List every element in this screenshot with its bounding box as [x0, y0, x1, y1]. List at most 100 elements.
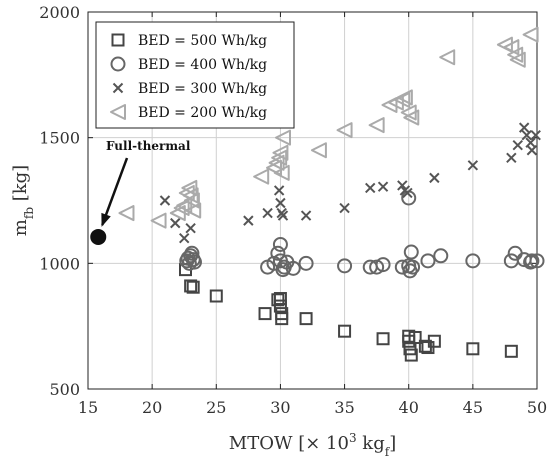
data-point-x	[512, 139, 523, 151]
data-point-x	[530, 129, 541, 141]
full-thermal-point	[90, 228, 107, 245]
data-point-x	[185, 222, 196, 234]
data-point-triangle-left	[271, 149, 288, 166]
legend: BED = 500 Wh/kg BED = 400 Wh/kg BED = 300 …	[95, 21, 295, 129]
data-point-square	[209, 289, 223, 303]
data-point-triangle-left	[522, 26, 539, 43]
series-triangle-left	[118, 26, 539, 229]
data-point-square	[299, 312, 313, 326]
x-tick-label: 50	[527, 398, 547, 417]
data-point-square	[466, 342, 480, 356]
x-tick-label: 40	[399, 398, 419, 417]
data-point-square	[338, 324, 352, 338]
data-point-circle	[403, 244, 419, 260]
data-point-circle	[420, 253, 436, 269]
data-point-x	[365, 182, 376, 194]
y-tick-label: 1500	[39, 129, 80, 148]
data-point-x	[518, 122, 530, 133]
y-tick-label: 2000	[39, 3, 80, 22]
data-point-circle	[369, 259, 385, 275]
data-point-x	[402, 187, 413, 199]
x-tick-label: 25	[206, 398, 226, 417]
data-point-square	[273, 292, 287, 306]
data-point-circle	[285, 260, 301, 276]
data-point-circle	[184, 245, 200, 261]
data-point-x	[159, 195, 171, 206]
y-axis-title: mfb [kg]	[10, 165, 36, 236]
data-point-x	[300, 210, 312, 221]
data-point-square	[408, 330, 422, 344]
series-x	[159, 122, 541, 244]
data-point-x	[521, 129, 532, 141]
legend-marker-x	[112, 82, 124, 94]
legend-label: BED = 400 Wh/kg	[138, 57, 267, 73]
data-point-x	[179, 232, 190, 244]
data-point-circle	[433, 248, 449, 264]
data-point-x	[377, 181, 389, 192]
data-point-triangle-left	[150, 212, 167, 229]
data-point-triangle-left	[509, 51, 526, 68]
x-tick-label: 45	[463, 398, 483, 417]
data-point-x	[526, 145, 538, 156]
x-tick-label: 30	[270, 398, 290, 417]
data-point-triangle-left	[368, 117, 385, 134]
data-point-triangle-left	[183, 192, 200, 209]
data-markers	[118, 26, 545, 362]
data-point-triangle-left	[173, 200, 190, 217]
y-tick-label: 1000	[39, 254, 80, 273]
data-point-circle	[298, 255, 314, 271]
data-point-triangle-left	[274, 129, 291, 146]
legend-box	[95, 21, 295, 129]
data-point-triangle-left	[310, 142, 327, 159]
data-point-circle	[529, 253, 545, 269]
legend-marker-square	[111, 33, 125, 47]
legend-label: BED = 500 Wh/kg	[138, 33, 267, 49]
data-point-circle	[375, 257, 391, 273]
annotation-label: Full-thermal	[106, 139, 191, 153]
legend-marker-triangle-left	[110, 104, 126, 120]
data-point-triangle-left	[176, 197, 193, 214]
data-point-circle	[402, 263, 418, 279]
data-point-triangle-left	[396, 89, 413, 106]
data-point-circle	[270, 245, 286, 261]
data-point-x	[429, 172, 440, 184]
data-point-square	[275, 312, 289, 326]
data-point-square	[376, 332, 390, 346]
data-point-x	[467, 160, 479, 171]
data-point-triangle-left	[182, 187, 199, 204]
data-point-square	[404, 348, 418, 362]
series-square	[178, 263, 518, 362]
data-point-x	[243, 215, 254, 226]
data-point-circle	[272, 236, 288, 252]
data-point-square	[184, 279, 198, 293]
data-point-circle	[405, 259, 421, 275]
legend-label: BED = 200 Wh/kg	[138, 105, 267, 121]
data-point-triangle-left	[503, 39, 520, 56]
data-point-triangle-left	[273, 164, 290, 181]
data-point-circle	[337, 258, 353, 274]
data-point-x	[273, 185, 285, 196]
data-point-circle	[524, 253, 540, 269]
x-tick-label: 35	[334, 398, 354, 417]
x-tick-label: 15	[78, 398, 98, 417]
x-axis-title: MTOW [× 103 kgf]	[229, 431, 396, 459]
data-point-x	[339, 202, 350, 214]
data-point-x	[262, 207, 273, 219]
data-point-triangle-left	[439, 49, 456, 66]
annotation-arrowhead	[101, 212, 111, 227]
data-point-triangle-left	[336, 122, 353, 139]
plot-frame	[87, 11, 538, 390]
data-point-triangle-left	[181, 179, 198, 196]
data-point-x	[397, 180, 408, 191]
data-point-x	[170, 217, 181, 229]
annotation-full-thermal: Full-thermal	[90, 139, 191, 245]
x-tick-label: 20	[142, 398, 162, 417]
annotation-arrow	[101, 157, 129, 226]
data-point-x	[275, 197, 286, 209]
data-point-triangle-left	[185, 202, 202, 219]
data-point-square	[273, 299, 287, 313]
data-point-circle	[394, 259, 410, 275]
data-point-circle	[465, 253, 481, 269]
data-point-x	[277, 210, 289, 221]
data-point-x	[506, 152, 517, 163]
